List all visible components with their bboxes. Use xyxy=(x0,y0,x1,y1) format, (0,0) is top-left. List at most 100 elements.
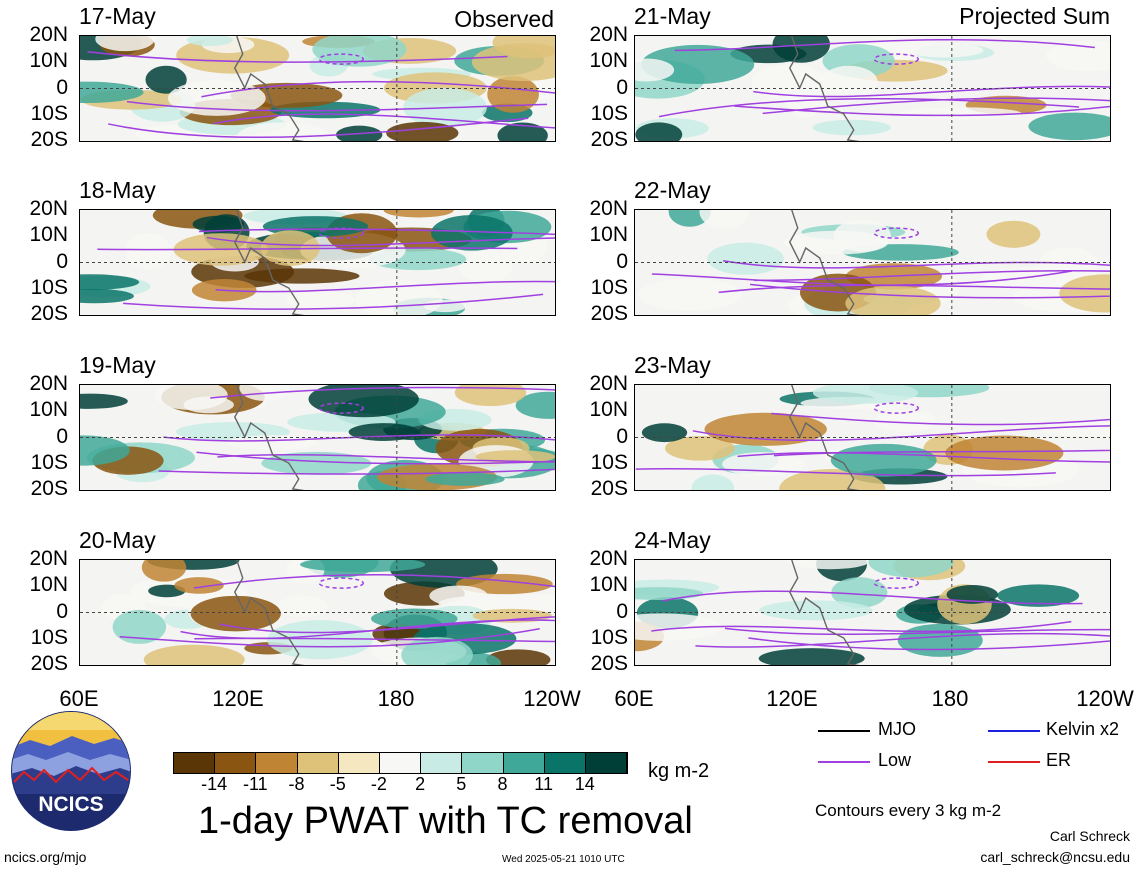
x-tick-left-60e: 60E xyxy=(59,686,99,711)
colorbar xyxy=(173,752,628,774)
pwat-field xyxy=(635,560,1110,665)
pwat-anomaly-region xyxy=(143,644,245,665)
low-contour xyxy=(737,452,1110,463)
low-contour-dashed xyxy=(318,577,364,589)
coastline xyxy=(233,560,305,665)
panel-date-label: 17-May xyxy=(79,3,156,29)
legend-kelvin-label: Kelvin x2 xyxy=(1046,719,1120,739)
low-contour xyxy=(748,637,1110,651)
pwat-anomaly-region xyxy=(486,649,551,665)
pwat-panel-23-may xyxy=(634,384,1111,491)
colorbar-tick-label: -5 xyxy=(329,774,346,794)
colorbar-tick-label: 5 xyxy=(456,774,467,794)
low-contour xyxy=(662,590,1083,605)
pwat-anomaly-region xyxy=(226,435,319,450)
ncics-logo: NCICS xyxy=(10,710,132,832)
timestamp: Wed 2025-05-21 1010 UTC xyxy=(502,854,625,865)
pwat-anomaly-region xyxy=(371,608,458,629)
pwat-field xyxy=(635,385,1110,490)
pwat-anomaly-region xyxy=(285,290,356,310)
legend-er-line xyxy=(988,761,1040,763)
low-contour-dashed xyxy=(873,402,919,414)
y-tick-label: 10N xyxy=(29,49,68,73)
legend-er-label: ER xyxy=(1046,750,1072,770)
y-tick-label: 10S xyxy=(30,275,68,299)
contours-note: Contours every 3 kg m-2 xyxy=(815,801,1002,820)
x-tick-right-120e: 120E xyxy=(766,686,818,711)
y-tick-label: 20S xyxy=(590,477,628,500)
low-contour xyxy=(123,293,544,310)
y-tick-label: 20N xyxy=(29,197,68,220)
low-contour-dashed xyxy=(873,227,919,239)
low-contour xyxy=(193,574,555,589)
colorbar-swatch xyxy=(338,753,380,773)
x-tick-right-180: 180 xyxy=(931,686,969,711)
low-contour xyxy=(158,468,555,475)
low-contour xyxy=(87,50,508,63)
low-contour xyxy=(658,97,1080,118)
pwat-anomaly-region xyxy=(1037,247,1100,285)
x-tick-left-120w: 120W xyxy=(523,686,581,711)
y-tick-label: 10S xyxy=(590,625,628,649)
projected-sum-label: Projected Sum xyxy=(959,3,1110,29)
low-contour-dashed xyxy=(873,577,919,589)
y-tick-label: 10N xyxy=(589,573,628,597)
pwat-field xyxy=(635,36,1110,141)
pwat-anomaly-region xyxy=(906,43,984,58)
pwat-anomaly-region xyxy=(80,274,140,290)
y-tick-label: 20N xyxy=(29,372,68,395)
pwat-anomaly-region xyxy=(637,278,742,311)
pwat-anomaly-region xyxy=(190,595,281,632)
pwat-field xyxy=(80,385,555,490)
coastline xyxy=(788,560,860,665)
low-contour-dashed xyxy=(318,402,364,414)
pwat-anomaly-region xyxy=(425,472,505,486)
y-tick-label: 10N xyxy=(589,49,628,73)
site-url: ncics.org/mjo xyxy=(4,849,87,865)
y-tick-label: 20S xyxy=(30,128,68,151)
colorbar-swatch xyxy=(462,753,504,773)
pwat-panel-19-may xyxy=(79,384,556,491)
colorbar-swatch xyxy=(585,753,628,773)
pwat-anomaly-region xyxy=(125,233,172,270)
x-tick-right-60e: 60E xyxy=(614,686,654,711)
y-tick-label: 10N xyxy=(589,223,628,247)
pwat-anomaly-region xyxy=(300,560,426,573)
pwat-panel-18-may xyxy=(79,209,556,316)
pwat-anomaly-region xyxy=(112,609,167,644)
y-tick-label: 20N xyxy=(589,197,628,220)
y-tick-label: 10S xyxy=(590,101,628,125)
pwat-anomaly-region xyxy=(186,36,233,47)
low-contour xyxy=(773,449,1110,457)
y-tick-label: 10N xyxy=(29,398,68,422)
low-contour xyxy=(674,38,1095,52)
panel-date-label: 22-May xyxy=(634,177,711,203)
x-tick-right-120w: 120W xyxy=(1076,686,1134,711)
observed-label: Observed xyxy=(454,6,554,32)
pwat-panel-24-may xyxy=(634,559,1111,666)
pwat-anomaly-region xyxy=(267,620,373,660)
legend-kelvin-line xyxy=(988,730,1040,732)
pwat-anomaly-region xyxy=(1040,421,1110,438)
y-tick-label: 0 xyxy=(616,599,628,623)
pwat-anomaly-region xyxy=(383,210,454,218)
y-tick-label: 20S xyxy=(590,302,628,325)
y-tick-label: 20N xyxy=(29,23,68,46)
pwat-anomaly-region xyxy=(691,474,735,490)
pwat-anomaly-region xyxy=(471,43,555,82)
pwat-anomaly-region xyxy=(174,577,224,594)
pwat-anomaly-region xyxy=(899,107,1022,120)
pwat-anomaly-region xyxy=(833,219,891,252)
pwat-field xyxy=(635,210,1110,315)
low-contour xyxy=(206,236,555,247)
colorbar-swatch xyxy=(379,753,422,773)
pwat-anomaly-region xyxy=(997,584,1080,607)
pwat-anomaly-region xyxy=(812,385,919,404)
low-contour xyxy=(219,616,555,634)
legend-low-line xyxy=(818,761,870,763)
low-contour xyxy=(215,280,555,293)
x-tick-left-120e: 120E xyxy=(212,686,264,711)
pwat-anomaly-region xyxy=(486,594,555,611)
y-tick-label: 20N xyxy=(29,547,68,570)
pwat-anomaly-region xyxy=(772,36,831,63)
